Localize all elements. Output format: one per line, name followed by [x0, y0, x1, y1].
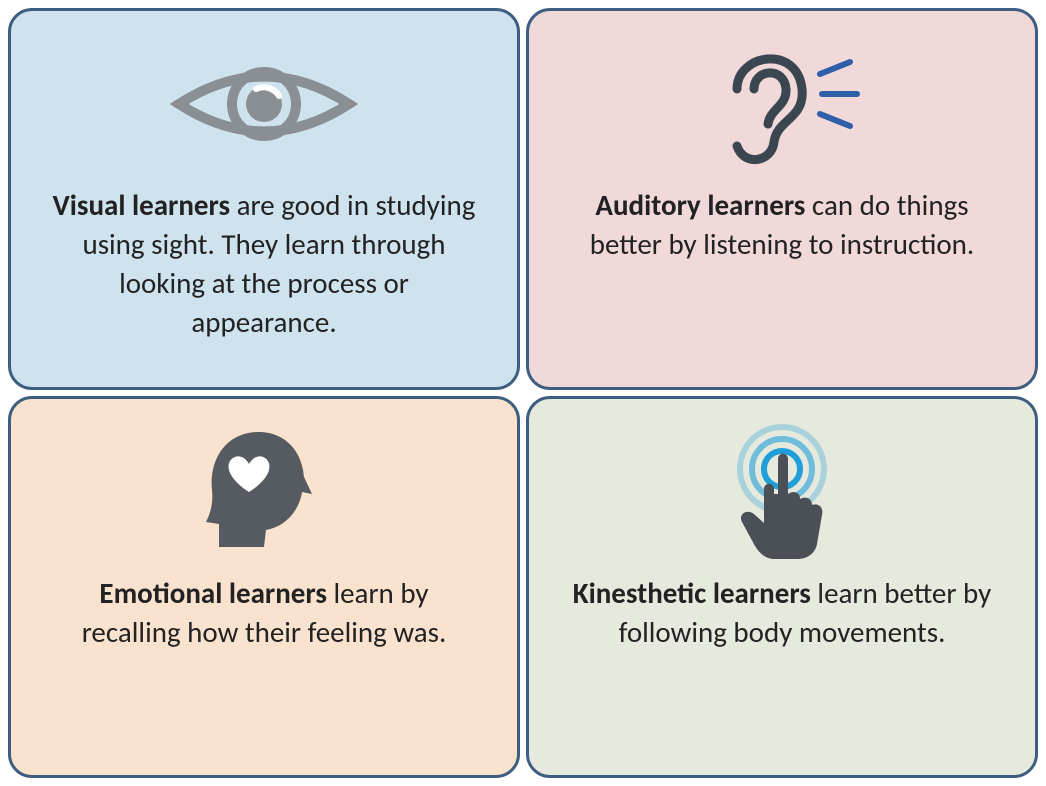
- touch-icon: [702, 419, 862, 564]
- card-kinesthetic-text: Kinesthetic learners learn better by fol…: [559, 564, 1005, 755]
- ear-icon: [682, 31, 882, 176]
- card-emotional: Emotional learners learn by recalling ho…: [8, 396, 520, 778]
- card-title: Visual learners: [53, 187, 230, 223]
- card-title: Kinesthetic learners: [573, 575, 811, 611]
- card-emotional-text: Emotional learners learn by recalling ho…: [41, 564, 487, 755]
- learner-types-grid: Visual learners are good in studying usi…: [8, 8, 1038, 778]
- card-visual-text: Visual learners are good in studying usi…: [41, 176, 487, 367]
- eye-icon: [164, 31, 364, 176]
- card-visual: Visual learners are good in studying usi…: [8, 8, 520, 390]
- card-auditory-text: Auditory learners can do things better b…: [559, 176, 1005, 367]
- card-title: Emotional learners: [99, 575, 326, 611]
- card-auditory: Auditory learners can do things better b…: [526, 8, 1038, 390]
- card-kinesthetic: Kinesthetic learners learn better by fol…: [526, 396, 1038, 778]
- card-title: Auditory learners: [595, 187, 805, 223]
- head-heart-icon: [184, 419, 344, 564]
